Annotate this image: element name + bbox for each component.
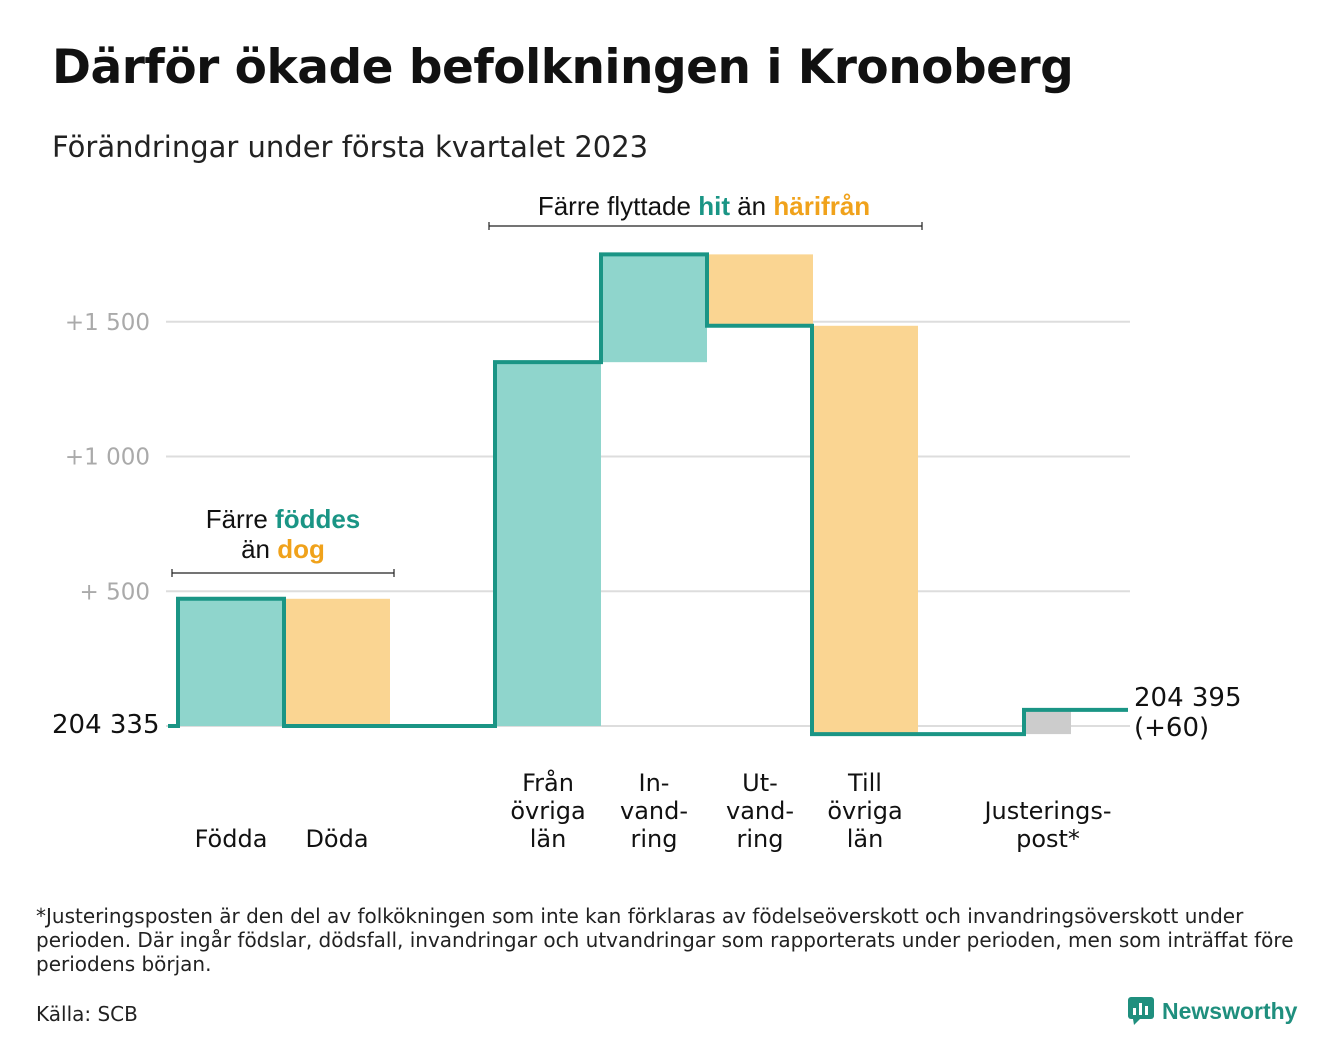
newsworthy-logo: Newsworthy	[1128, 997, 1297, 1025]
category-label: ring	[631, 825, 678, 853]
category-label: Till	[847, 769, 882, 797]
category-label: län	[530, 825, 567, 853]
waterfall-bar	[812, 325, 918, 735]
y-tick-label: + 500	[80, 579, 150, 605]
end-change-label: (+60)	[1134, 713, 1209, 743]
category-label: Från	[522, 768, 574, 797]
footnote: *Justeringsposten är den del av folkökni…	[36, 904, 1294, 976]
annotation-births-deaths-line1: Färre föddes	[206, 504, 361, 534]
waterfall-chart: + 500 +1 000 +1 500 204 335 204 395(+60) Född…	[52, 191, 1242, 853]
category-label: post*	[1016, 825, 1080, 853]
start-value-label: 204 335	[52, 710, 160, 740]
category-label: vand-	[620, 797, 688, 825]
cumulative-line	[168, 252, 1128, 737]
category-label: övriga	[827, 797, 902, 825]
newsworthy-logo-icon	[1128, 997, 1154, 1025]
category-label: In-	[639, 769, 670, 797]
end-value-label: 204 395	[1134, 683, 1242, 713]
waterfall-bar	[495, 362, 601, 726]
category-label: län	[847, 825, 884, 853]
y-tick-label: +1 500	[65, 310, 150, 336]
waterfall-bar	[707, 254, 813, 326]
waterfall-bar	[1024, 709, 1071, 735]
annotation-births-deaths-line2: än dog	[241, 534, 325, 564]
category-label: övriga	[510, 797, 585, 825]
chart-subtitle: Förändringar under första kvartalet 2023	[52, 130, 649, 164]
category-label: Döda	[305, 825, 368, 853]
category-label: Födda	[195, 825, 268, 853]
chart-title: Därför ökade befolkningen i Kronoberg	[52, 40, 1074, 95]
annotation-bracket-births-deaths	[171, 569, 395, 577]
category-label: ring	[737, 825, 784, 853]
waterfall-bar	[284, 598, 390, 726]
category-label: vand-	[726, 797, 794, 825]
y-tick-label: +1 000	[65, 445, 150, 471]
source-label: Källa: SCB	[36, 1002, 138, 1026]
annotation-bracket-migration	[488, 222, 923, 230]
waterfall-bar	[601, 254, 707, 363]
brand-name: Newsworthy	[1162, 997, 1298, 1024]
waterfall-bar	[178, 598, 284, 726]
category-label: Ut-	[742, 769, 778, 797]
category-label: Justerings-	[982, 797, 1111, 825]
annotation-migration: Färre flyttade hit än härifrån	[538, 191, 870, 221]
